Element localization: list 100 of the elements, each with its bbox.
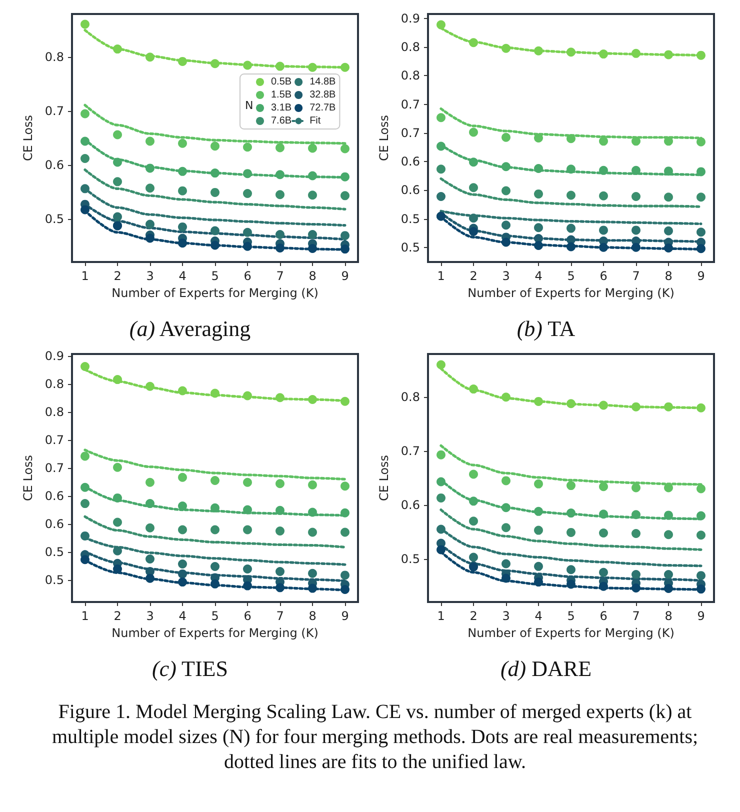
point <box>210 579 220 588</box>
y-axis-title: CE Loss <box>377 114 391 162</box>
point <box>146 554 154 564</box>
legend-label: 1.5B <box>271 90 292 100</box>
point <box>599 226 608 235</box>
point <box>664 402 673 412</box>
point <box>340 528 350 537</box>
point <box>243 391 252 400</box>
point <box>469 552 478 562</box>
point <box>146 382 154 391</box>
point <box>566 528 576 537</box>
point <box>146 523 154 532</box>
point <box>534 223 543 232</box>
point <box>632 192 640 201</box>
y-tick-label: 0.8 <box>400 40 420 54</box>
point <box>113 546 122 556</box>
point <box>243 242 252 251</box>
point <box>308 584 317 593</box>
y-axis-title: CE Loss <box>21 114 35 162</box>
point <box>276 479 284 488</box>
point <box>308 568 317 578</box>
point <box>599 50 608 59</box>
y-tick-label: 0.7 <box>44 432 64 447</box>
point <box>178 578 187 587</box>
text: (c) TIES <box>151 656 229 682</box>
point <box>243 564 252 574</box>
legend-label: Fit <box>310 116 321 126</box>
point <box>534 506 543 516</box>
x-axis-title: Number of Experts for Merging (K) <box>468 626 674 640</box>
x-tick-label: 6 <box>244 609 252 623</box>
point <box>502 238 510 247</box>
point <box>113 564 122 574</box>
y-tick-label: 0.8 <box>400 390 420 404</box>
point <box>113 518 122 527</box>
point <box>276 393 284 402</box>
x-tick-label: 2 <box>470 269 478 283</box>
point <box>696 511 706 520</box>
point <box>210 188 220 197</box>
y-tick-label: 0.7 <box>400 126 420 140</box>
point <box>276 62 284 71</box>
y-tick-label: 0.8 <box>44 376 64 391</box>
point <box>80 555 90 564</box>
point <box>210 168 220 178</box>
y-tick-label: 0.5 <box>400 240 420 254</box>
point <box>210 59 220 68</box>
point <box>599 568 608 577</box>
point <box>469 470 478 479</box>
point <box>308 144 317 153</box>
point <box>113 44 122 54</box>
point <box>632 583 640 592</box>
y-tick-label: 0.7 <box>44 461 64 476</box>
point <box>276 566 284 576</box>
x-tick-label: 6 <box>244 269 252 283</box>
point <box>469 38 478 48</box>
y-tick-label: 0.6 <box>400 498 420 512</box>
point <box>436 360 446 370</box>
point <box>436 192 446 201</box>
x-tick-label: 3 <box>502 269 510 283</box>
x-tick-label: 7 <box>276 609 284 623</box>
y-tick-label: 0.8 <box>400 68 420 83</box>
point <box>146 164 154 173</box>
x-tick-label: 7 <box>276 269 284 283</box>
point <box>113 158 122 167</box>
y-tick-label: 0.5 <box>44 573 64 588</box>
point <box>566 399 576 408</box>
x-tick-label: 9 <box>697 609 705 623</box>
point <box>178 186 187 196</box>
point <box>502 523 510 532</box>
x-tick-label: 9 <box>697 269 705 283</box>
y-tick-label: 0.5 <box>44 212 64 226</box>
y-tick-label: 0.7 <box>400 444 420 458</box>
x-tick-label: 8 <box>664 269 672 283</box>
point <box>210 142 220 151</box>
point <box>80 531 90 540</box>
point <box>436 142 446 151</box>
point <box>696 403 706 412</box>
point <box>566 48 576 57</box>
point <box>632 402 640 412</box>
point <box>308 528 317 537</box>
point <box>469 384 478 394</box>
x-axis-title: Number of Experts for Merging (K) <box>468 286 674 300</box>
point <box>632 48 640 58</box>
x-tick-label: 4 <box>178 269 186 283</box>
point <box>534 479 543 488</box>
point <box>276 143 284 152</box>
point <box>566 134 576 144</box>
x-tick-label: 1 <box>81 269 89 283</box>
x-tick-label: 8 <box>664 609 672 623</box>
point <box>243 169 252 178</box>
point <box>469 128 478 137</box>
point <box>308 394 317 404</box>
point <box>276 230 284 239</box>
point <box>599 400 608 410</box>
point <box>534 164 543 174</box>
point <box>664 192 673 202</box>
point <box>340 144 350 154</box>
point <box>276 583 284 592</box>
x-tick-label: 1 <box>437 269 445 283</box>
y-axis-title: CE Loss <box>21 454 35 502</box>
point <box>469 183 478 192</box>
